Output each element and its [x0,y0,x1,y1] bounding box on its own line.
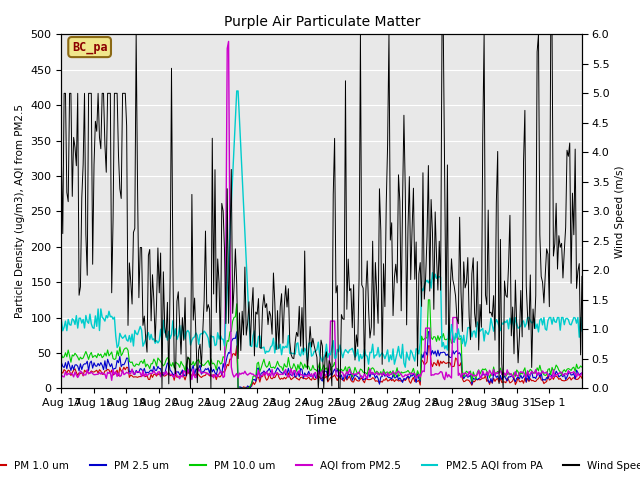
PM 2.5 um [76,368,83,373]
Wind Speed [76,292,83,298]
PM 1.0 um [577,372,584,378]
PM 2.5 um [240,385,248,391]
PM2.5 AQI from PA [509,315,516,321]
AQI from PM2.5 [509,374,516,380]
PM 1.0 um [233,343,241,349]
PM 1.0 um [92,368,99,374]
Line: PM 10.0 um: PM 10.0 um [61,300,582,388]
Wind Speed [578,274,586,279]
PM 1.0 um [431,361,439,367]
PM 2.5 um [509,373,516,379]
Legend: PM 1.0 um, PM 2.5 um, PM 10.0 um, AQI from PM2.5, PM2.5 AQI from PA, Wind Speed: PM 1.0 um, PM 2.5 um, PM 10.0 um, AQI fr… [0,456,640,475]
PM 1.0 um [578,375,586,381]
PM 10.0 um [509,373,516,379]
PM2.5 AQI from PA [578,328,586,334]
PM2.5 AQI from PA [401,364,409,370]
Line: AQI from PM2.5: AQI from PM2.5 [61,41,582,380]
PM 2.5 um [431,348,439,354]
Wind Speed [431,209,439,215]
Wind Speed [92,119,99,124]
PM 2.5 um [233,329,241,335]
AQI from PM2.5 [578,370,586,376]
Wind Speed [132,32,140,37]
PM 10.0 um [431,334,439,340]
AQI from PM2.5 [108,377,116,383]
Wind Speed [328,383,336,389]
PM2.5 AQI from PA [233,88,241,94]
Wind Speed [158,385,166,391]
PM2.5 AQI from PA [431,271,439,277]
PM 2.5 um [578,370,586,376]
PM 2.5 um [92,363,99,369]
PM 10.0 um [234,385,242,391]
AQI from PM2.5 [76,372,83,378]
AQI from PM2.5 [577,372,584,378]
Wind Speed [58,156,65,162]
PM 1.0 um [509,378,516,384]
PM2.5 AQI from PA [326,352,334,358]
PM 10.0 um [76,357,83,363]
PM 2.5 um [328,372,336,378]
AQI from PM2.5 [92,372,99,377]
AQI from PM2.5 [225,38,232,44]
PM 2.5 um [58,360,65,365]
PM 10.0 um [578,364,586,370]
PM 1.0 um [58,369,65,375]
Text: BC_pa: BC_pa [72,41,108,54]
AQI from PM2.5 [328,318,336,324]
Line: Wind Speed: Wind Speed [61,35,582,388]
PM2.5 AQI from PA [92,313,99,319]
PM2.5 AQI from PA [58,318,65,324]
PM 10.0 um [326,367,334,373]
Line: PM2.5 AQI from PA: PM2.5 AQI from PA [61,91,582,367]
PM2.5 AQI from PA [577,315,584,321]
Y-axis label: Particle Density (ug/m3), AQI from PM2.5: Particle Density (ug/m3), AQI from PM2.5 [15,104,25,318]
X-axis label: Time: Time [307,414,337,427]
Line: PM 2.5 um: PM 2.5 um [61,332,582,388]
PM2.5 AQI from PA [76,315,83,321]
PM 10.0 um [424,297,432,303]
PM 1.0 um [328,374,336,380]
Y-axis label: Wind Speed (m/s): Wind Speed (m/s) [615,165,625,258]
AQI from PM2.5 [431,371,439,377]
PM 10.0 um [58,351,65,357]
Wind Speed [577,352,584,358]
PM 1.0 um [234,385,242,391]
Wind Speed [509,304,516,310]
PM 10.0 um [92,353,99,359]
PM 1.0 um [76,370,83,376]
Title: Purple Air Particulate Matter: Purple Air Particulate Matter [223,15,420,29]
Line: PM 1.0 um: PM 1.0 um [61,346,582,388]
PM 2.5 um [577,371,584,376]
AQI from PM2.5 [58,372,65,378]
PM 10.0 um [577,363,584,369]
